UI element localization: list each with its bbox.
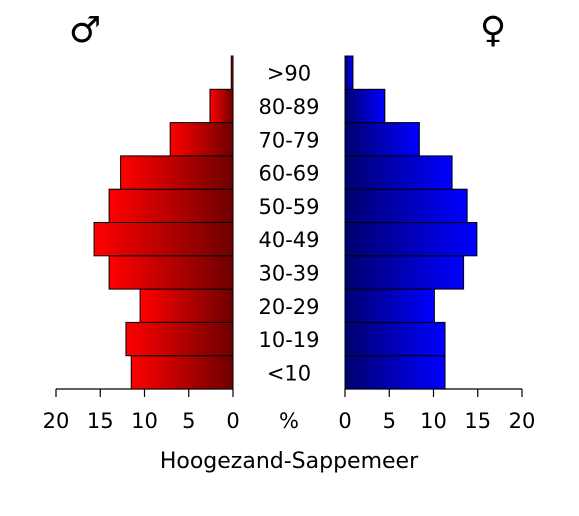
category-label: 50-59	[258, 195, 319, 219]
chart-title: Hoogezand-Sappemeer	[160, 449, 419, 474]
x-tick-label: 10	[131, 409, 158, 433]
category-label: 70-79	[258, 128, 319, 152]
x-tick-label: 0	[226, 409, 239, 433]
bar	[344, 88, 386, 124]
bar	[344, 321, 446, 357]
category-label: 10-19	[258, 328, 319, 352]
bar	[344, 288, 435, 323]
bar	[344, 122, 420, 157]
x-tick-label: 10	[420, 409, 447, 433]
category-label: 20-29	[258, 295, 319, 319]
bar	[169, 122, 234, 157]
bar	[130, 355, 234, 390]
category-label: <10	[267, 361, 311, 385]
bar	[344, 55, 354, 90]
legend-symbol: ♂	[69, 10, 101, 51]
bar	[120, 155, 234, 190]
bar	[139, 288, 234, 323]
category-label: 60-69	[258, 162, 319, 186]
bar	[344, 155, 453, 190]
category-label: 80-89	[258, 95, 319, 119]
bar	[93, 222, 234, 257]
x-tick-label: 0	[338, 409, 351, 433]
legend-symbol: ♀	[480, 10, 506, 51]
x-tick-label: 15	[87, 409, 114, 433]
category-label: 40-49	[258, 228, 319, 252]
bar	[344, 188, 468, 223]
category-label: 30-39	[258, 261, 319, 285]
bar	[108, 255, 234, 290]
x-tick-label: 5	[182, 409, 195, 433]
bar	[344, 255, 465, 290]
bar	[108, 188, 234, 223]
x-tick-label: 15	[464, 409, 491, 433]
bar	[344, 222, 478, 257]
bar	[209, 88, 234, 124]
x-tick-label: 5	[383, 409, 396, 433]
x-tick-label: 20	[43, 409, 70, 433]
x-tick-label: 20	[509, 409, 536, 433]
bar	[344, 355, 446, 390]
bar	[230, 55, 234, 90]
category-label: >90	[267, 62, 311, 86]
bar	[125, 321, 234, 357]
unit-label: %	[279, 409, 299, 433]
